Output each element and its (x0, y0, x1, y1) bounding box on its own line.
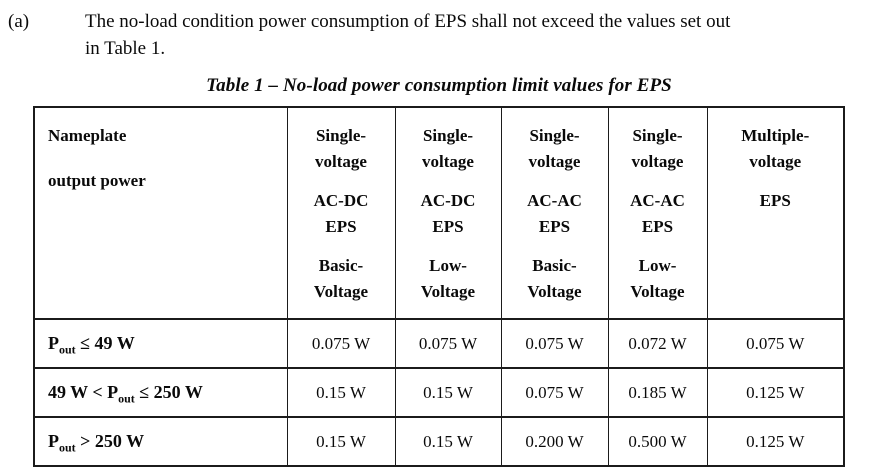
table-row: Pout ≤ 49 W 0.075 W 0.075 W 0.075 W 0.07… (33, 318, 845, 368)
header-line: Single- (632, 126, 683, 145)
header-voltage-class-group: Low- Voltage (396, 253, 501, 305)
table-header: Nameplate output power Single- voltage A… (33, 107, 845, 320)
header-line: Single- (529, 126, 580, 145)
header-line: voltage (422, 152, 474, 171)
row-label-text: ≤ 250 W (134, 382, 203, 402)
header-line: AC-AC (630, 191, 685, 210)
header-type-group: Multiple- voltage (708, 123, 844, 175)
header-line: voltage (315, 152, 367, 171)
value-cell: 0.075 W (500, 318, 609, 368)
header-line: Voltage (527, 282, 582, 301)
header-conversion-group: AC-DC EPS (396, 188, 501, 240)
header-line: Single- (422, 126, 474, 145)
row-label-subscript: out (118, 391, 135, 406)
table-row: Pout > 250 W 0.15 W 0.15 W 0.200 W 0.500… (33, 416, 845, 466)
header-line: Voltage (313, 282, 369, 301)
header-line: voltage (528, 152, 581, 171)
header-line: EPS (538, 217, 571, 236)
clause-text-line1: The no-load condition power consumption … (85, 11, 731, 32)
header-voltage-class-group: Basic- Voltage (502, 253, 608, 305)
value-cell: 0.15 W (394, 416, 502, 466)
value-cell: 0.075 W (394, 318, 502, 368)
header-type-group: Single- voltage (502, 123, 608, 175)
header-multiple-voltage-eps: Multiple- voltage EPS (706, 107, 845, 320)
row-label-text: P (48, 333, 59, 353)
header-line: Basic- (318, 256, 364, 275)
clause-text: The no-load condition power consumption … (85, 8, 875, 62)
header-type-group: Single- voltage (609, 123, 707, 175)
row-label-text: > 250 W (75, 431, 145, 451)
header-voltage-class-group: Low- Voltage (609, 253, 707, 305)
header-line: Low- (429, 256, 467, 275)
header-line: Multiple- (741, 126, 810, 145)
table-row: 49 W < Pout ≤ 250 W 0.15 W 0.15 W 0.075 … (33, 367, 845, 417)
row-label-49-lt-pout-le-250: 49 W < Pout ≤ 250 W (33, 367, 288, 417)
header-single-voltage-ac-ac-basic: Single- voltage AC-AC EPS Basic- Voltage (500, 107, 609, 320)
value-cell: 0.15 W (286, 416, 396, 466)
header-single-voltage-ac-dc-basic: Single- voltage AC-DC EPS Basic- Voltage (286, 107, 396, 320)
header-line: AC-AC (527, 191, 582, 210)
header-line: Nameplate (48, 126, 127, 145)
value-cell: 0.125 W (706, 416, 845, 466)
value-cell: 0.075 W (286, 318, 396, 368)
header-voltage-class-group: Basic- Voltage (288, 253, 395, 305)
clause-label: (a) (8, 11, 30, 32)
header-single-voltage-ac-ac-low: Single- voltage AC-AC EPS Low- Voltage (607, 107, 708, 320)
header-line: EPS (759, 191, 791, 210)
value-cell: 0.200 W (500, 416, 609, 466)
value-cell: 0.15 W (394, 367, 502, 417)
row-label-pout-gt-250: Pout > 250 W (33, 416, 288, 466)
header-line: Voltage (630, 282, 685, 301)
header-line: EPS (432, 217, 464, 236)
value-cell: 0.075 W (500, 367, 609, 417)
header-line: Voltage (420, 282, 476, 301)
header-line: Basic- (532, 256, 577, 275)
header-line: output power (48, 171, 146, 190)
header-line: voltage (749, 152, 802, 171)
header-line: voltage (631, 152, 684, 171)
header-line: EPS (641, 217, 674, 236)
value-cell: 0.185 W (607, 367, 708, 417)
clause-text-line2: in Table 1. (85, 38, 166, 59)
value-cell: 0.500 W (607, 416, 708, 466)
header-line: EPS (325, 217, 357, 236)
row-label-text: 49 W < P (48, 382, 119, 402)
header-line: AC-DC (313, 191, 369, 210)
header-line: Single- (315, 126, 367, 145)
row-label-pout-le-49: Pout ≤ 49 W (33, 318, 288, 368)
header-conversion-group: AC-AC EPS (609, 188, 707, 240)
header-row: Nameplate output power Single- voltage A… (33, 107, 845, 320)
value-cell: 0.125 W (706, 367, 845, 417)
header-single-voltage-ac-dc-low: Single- voltage AC-DC EPS Low- Voltage (394, 107, 502, 320)
header-nameplate-output-power: Nameplate output power (33, 107, 288, 320)
row-label-subscript: out (59, 440, 76, 455)
header-line: AC-DC (420, 191, 476, 210)
header-type-group: Single- voltage (396, 123, 501, 175)
header-type-group: Single- voltage (288, 123, 395, 175)
header-line: Low- (638, 256, 677, 275)
eps-limits-table: Nameplate output power Single- voltage A… (33, 106, 845, 467)
row-label-subscript: out (59, 342, 76, 357)
clause-a: (a) The no-load condition power consumpt… (8, 8, 884, 62)
header-conversion-group: AC-DC EPS (288, 188, 395, 240)
table-caption: Table 1 – No-load power consumption limi… (206, 75, 672, 96)
table-body: Pout ≤ 49 W 0.075 W 0.075 W 0.075 W 0.07… (33, 318, 845, 466)
value-cell: 0.072 W (607, 318, 708, 368)
value-cell: 0.15 W (286, 367, 396, 417)
row-label-text: P (48, 431, 59, 451)
header-conversion-group: EPS (708, 188, 844, 214)
row-label-text: ≤ 49 W (75, 333, 135, 353)
value-cell: 0.075 W (706, 318, 845, 368)
header-conversion-group: AC-AC EPS (502, 188, 608, 240)
